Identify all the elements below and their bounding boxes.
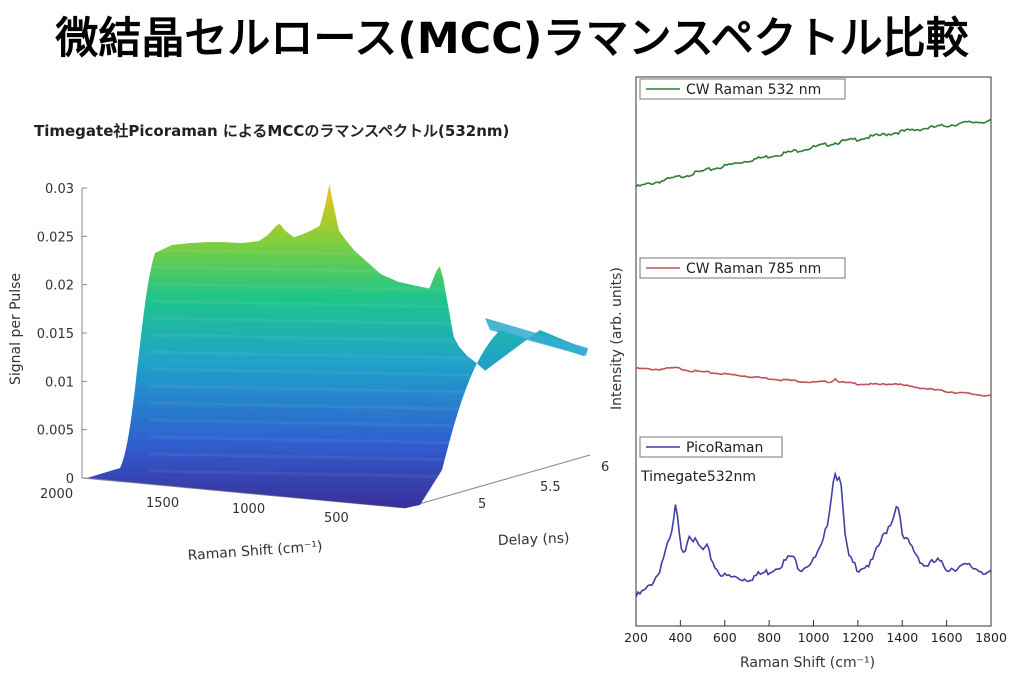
mesh-band <box>149 265 471 275</box>
mesh-band <box>149 418 471 428</box>
left-chart-title: Timegate社Picoraman によるMCCのラマンスペクトル(532nm… <box>34 122 510 140</box>
x-tick-label: 1400 <box>886 630 918 645</box>
series-lines <box>635 118 992 598</box>
x-axis-label-right: Raman Shift (cm⁻¹) <box>740 655 875 671</box>
z-tick-label: 0.025 <box>37 230 74 245</box>
z-axis-label: Signal per Pulse <box>8 273 24 385</box>
z-tick-label: 0 <box>66 472 74 487</box>
legend-box <box>639 78 846 100</box>
x-tick-label: 400 <box>668 630 692 645</box>
surface-face <box>87 184 588 508</box>
y-axis-label-right: Intensity (arb. units) <box>609 267 625 410</box>
mesh-band <box>149 299 471 309</box>
y-tick-label: 5 <box>478 497 486 512</box>
mesh-band <box>149 452 471 462</box>
legend-label: CW Raman 532 nm <box>686 82 821 98</box>
x-tick-label: 1000 <box>798 630 830 645</box>
surface-tail <box>485 318 588 356</box>
y-axis-label: Delay (ns) <box>498 531 570 549</box>
mesh-band <box>149 435 471 445</box>
x-tick-label: 800 <box>757 630 781 645</box>
x-axis-line <box>81 477 406 509</box>
mesh-band <box>149 401 471 411</box>
z-tick-label: 0.03 <box>45 182 74 197</box>
mesh-band <box>149 384 471 394</box>
series-line <box>635 471 992 598</box>
left-axes: 0 0.005 0.01 0.015 0.02 0.025 0.03 2000 1500 1000… <box>37 182 610 526</box>
legend-box <box>639 436 783 458</box>
z-tick-label: 0.015 <box>37 327 74 342</box>
x-tick-label: 1500 <box>146 496 179 511</box>
x-tick-label: 1200 <box>842 630 874 645</box>
z-tick-label: 0.005 <box>37 424 74 439</box>
plot-frame <box>635 76 992 627</box>
z-tick-label: 0.01 <box>45 375 74 390</box>
x-tick-label: 200 <box>624 630 648 645</box>
mesh-band <box>149 469 471 479</box>
x-tick-label: 1800 <box>975 630 1007 645</box>
z-tick-label: 0.02 <box>45 279 74 294</box>
mesh-band <box>149 333 471 343</box>
mesh-band <box>149 248 471 258</box>
x-tick-label: 1000 <box>232 502 265 517</box>
mesh-band <box>149 316 471 326</box>
mesh-band <box>149 282 471 292</box>
x-tick-label: 600 <box>713 630 737 645</box>
x-tick-label: 1600 <box>931 630 963 645</box>
series-line <box>635 366 992 397</box>
pico-annotation: Timegate532nm <box>640 469 756 485</box>
y-axis-line <box>404 454 591 509</box>
y-tick-label: 5.5 <box>540 480 561 495</box>
legend-box <box>639 257 846 279</box>
legends: CW Raman 532 nm CW Raman 785 nm PicoRaman <box>639 78 846 458</box>
surface-3d-chart: 0 0.005 0.01 0.015 0.02 0.025 0.03 2000 1500 1000… <box>8 182 610 564</box>
legend-label: PicoRaman <box>686 440 763 456</box>
mesh-band <box>149 367 471 377</box>
x-tick-label: 500 <box>324 511 349 526</box>
legend-label: CW Raman 785 nm <box>686 261 821 277</box>
x-ticks: 200 400 600 800 1000 1200 1400 1600 1800 <box>624 620 1007 645</box>
series-line <box>635 118 992 188</box>
mesh-band <box>149 350 471 360</box>
x-axis-label: Raman Shift (cm⁻¹) <box>187 539 323 564</box>
surface-plot <box>87 184 588 508</box>
x-tick-label: 2000 <box>40 487 73 502</box>
page-title: 微結晶セルロース(MCC)ラマンスペクトル比較 <box>55 14 969 64</box>
y-tick-label: 6 <box>601 460 609 475</box>
